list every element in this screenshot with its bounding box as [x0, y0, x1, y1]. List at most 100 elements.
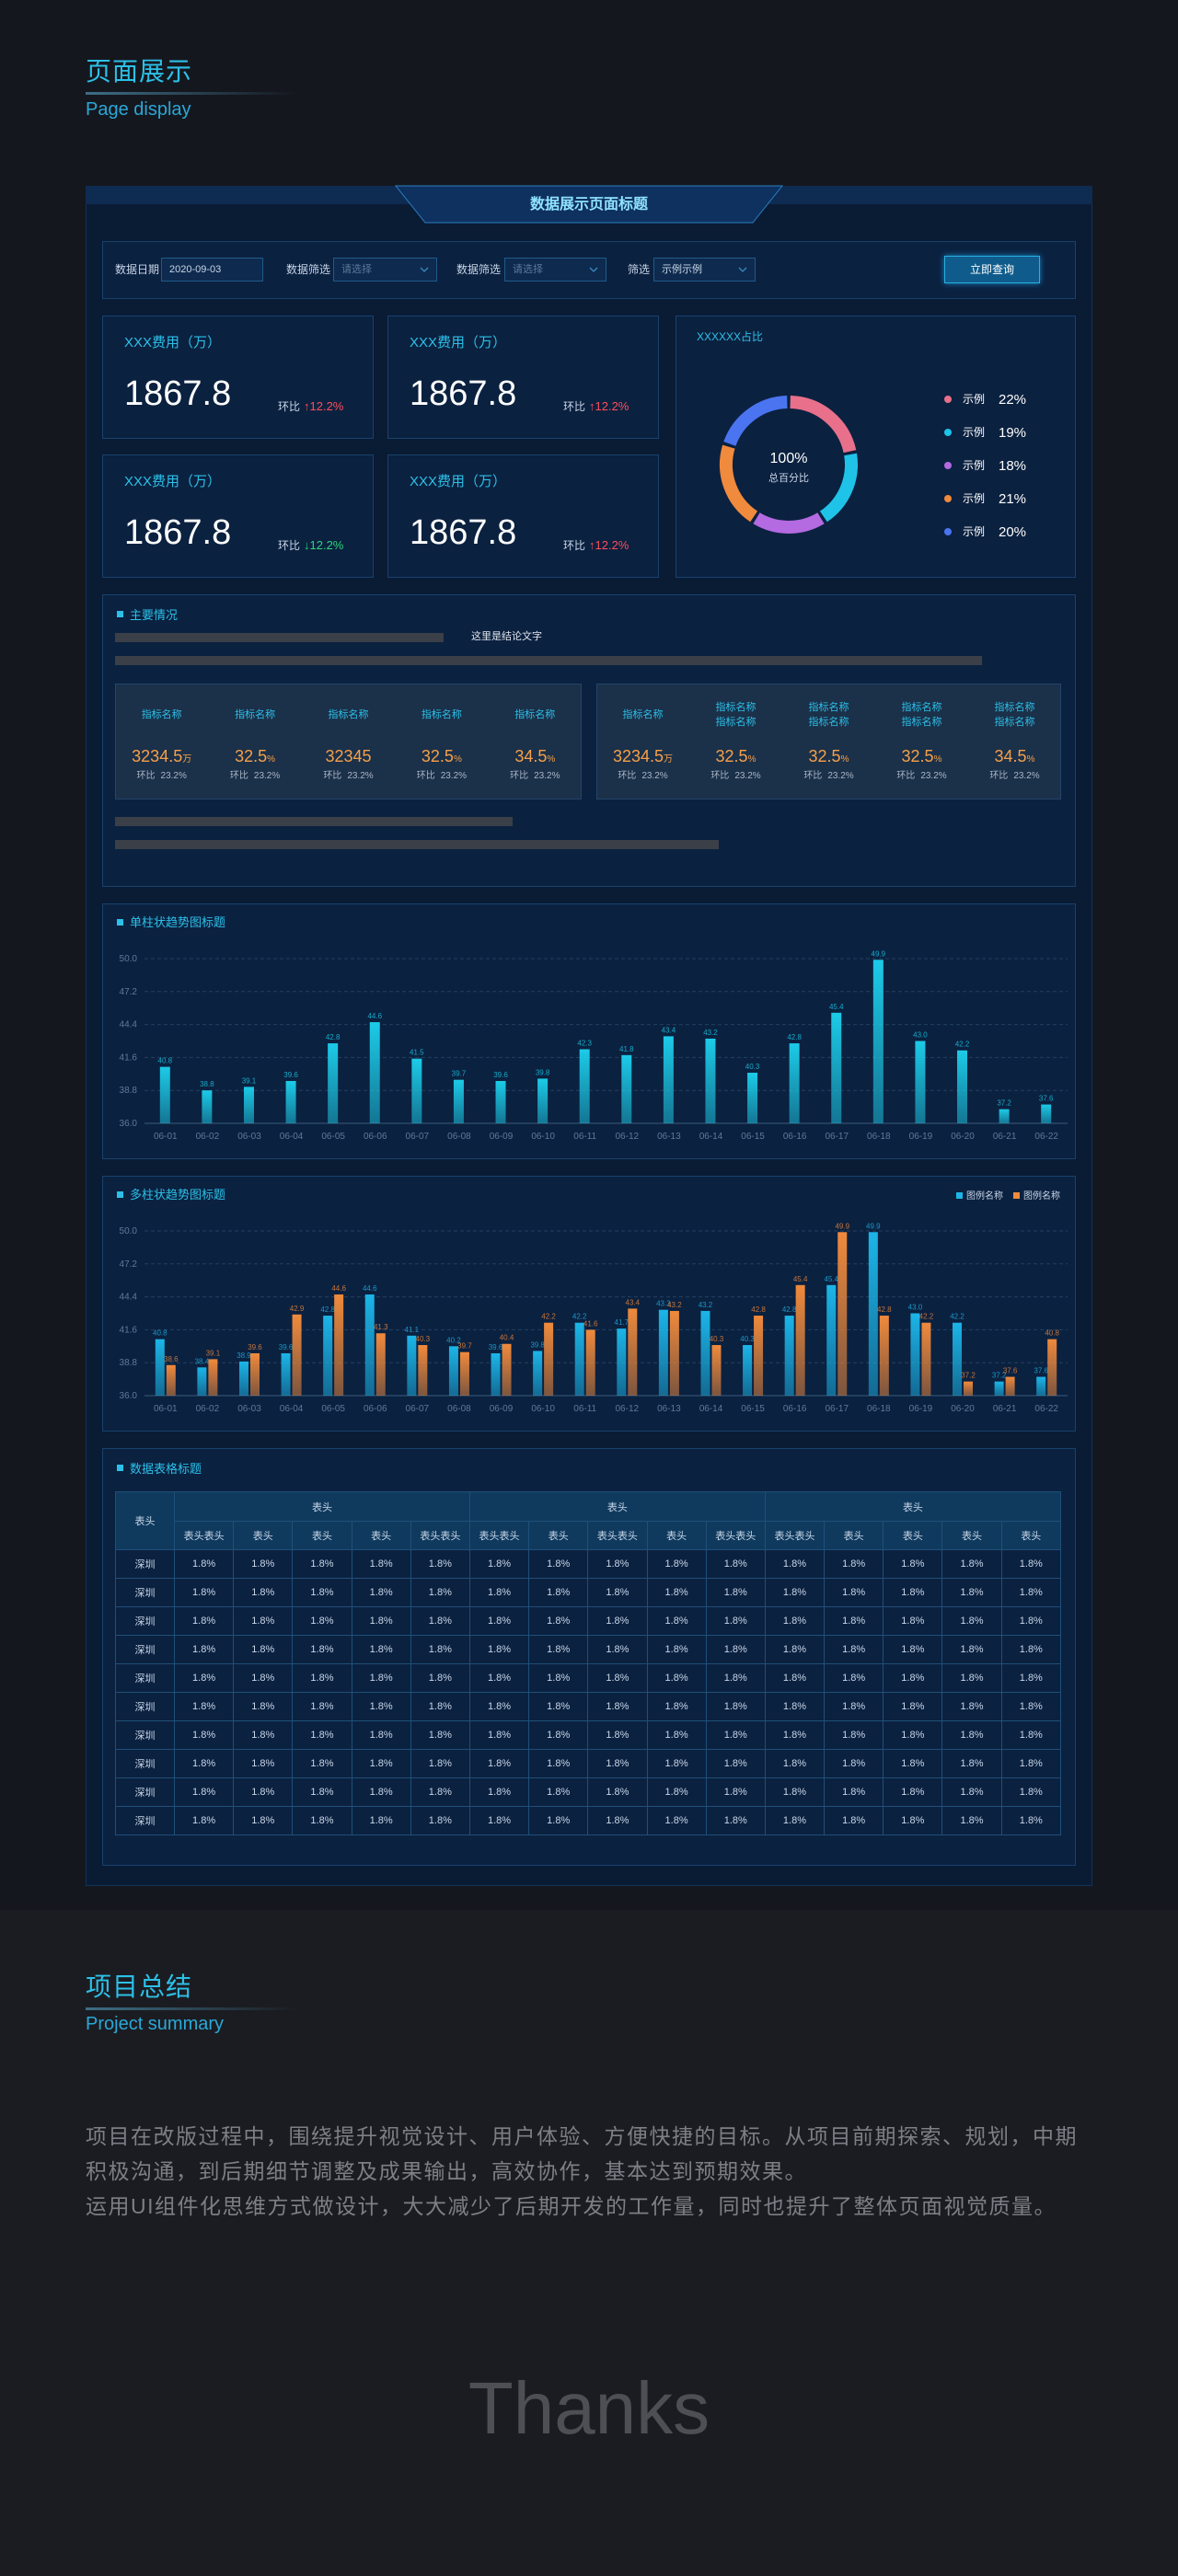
table-cell: 1.8%	[1000, 1663, 1062, 1693]
table-cell: 1.8%	[824, 1720, 884, 1750]
table-cell: 1.8%	[468, 1663, 530, 1693]
table-cell: 1.8%	[468, 1549, 530, 1579]
legend-label: 图例名称	[966, 1190, 1003, 1202]
stat-change-row: 环比 23.2%	[115, 772, 208, 781]
bar	[915, 1041, 926, 1123]
table-cell: 1.8%	[1000, 1692, 1062, 1721]
stat-change: 23.2%	[534, 771, 560, 781]
date-input[interactable]: 2020-09-03	[161, 258, 263, 282]
header-cell: 表头	[528, 1521, 589, 1550]
table-cell: 深圳	[115, 1578, 175, 1607]
legend-value: 20%	[999, 524, 1026, 540]
table-cell: 1.8%	[705, 1606, 766, 1636]
title-tab-shape	[394, 185, 784, 224]
x-tick-label: 06-05	[321, 1132, 345, 1142]
table-cell: 1.8%	[764, 1720, 826, 1750]
select-input[interactable]: 请选择	[333, 258, 437, 282]
table-cell: 1.8%	[883, 1806, 943, 1835]
table-row: 深圳 1.8% 1.8% 1.8% 1.8% 1.8% 1.8% 1.8% 1.8% 1.8% 1.…	[115, 1549, 1062, 1579]
table-cell: 1.8%	[351, 1549, 411, 1579]
table-cell: 1.8%	[646, 1549, 707, 1579]
kpi-change: ↓12.2%	[304, 538, 344, 552]
table-cell: 1.8%	[883, 1635, 943, 1664]
stat-value-row: 3234.5万	[115, 748, 208, 765]
table-cell: 1.8%	[351, 1777, 411, 1807]
x-tick-label: 06-13	[657, 1132, 681, 1142]
table-cell: 1.8%	[351, 1578, 411, 1607]
stat-value: 32.5	[421, 747, 454, 765]
table-cell: 1.8%	[941, 1692, 1002, 1721]
kpi-change: ↑12.2%	[589, 538, 629, 552]
value-label: 43.0	[913, 1031, 928, 1040]
header-cell: 表头表头	[173, 1521, 235, 1550]
chart-title: 多柱状趋势图标题	[130, 1188, 225, 1202]
stat-change: 23.2%	[160, 771, 187, 781]
legend-dot	[944, 429, 952, 436]
kpi-card	[102, 454, 374, 578]
stat-value: 34.5	[994, 747, 1027, 765]
title-marker	[117, 611, 123, 617]
table-cell: 1.8%	[646, 1749, 707, 1778]
value-label: 37.6	[1039, 1095, 1054, 1103]
table-cell: 1.8%	[883, 1777, 943, 1807]
legend-value: 18%	[999, 458, 1026, 474]
value-label: 41.7	[615, 1318, 629, 1327]
value-label: 43.0	[908, 1304, 923, 1312]
table-cell: 1.8%	[528, 1635, 589, 1664]
value-label: 37.2	[992, 1372, 1007, 1380]
table-cell: 1.8%	[1000, 1749, 1062, 1778]
x-tick-label: 06-16	[783, 1132, 807, 1142]
bar	[364, 1294, 375, 1396]
dashboard-title: 数据展示页面标题	[529, 197, 648, 213]
x-tick-label: 06-20	[951, 1404, 975, 1414]
table-cell: 1.8%	[233, 1749, 294, 1778]
chevron	[589, 267, 598, 272]
select-input[interactable]: 示例示例	[653, 258, 756, 282]
bar	[826, 1284, 837, 1396]
value-label: 41.5	[410, 1049, 424, 1057]
stat-value-row: 32345	[302, 748, 395, 765]
stat-value-row: 32.5%	[782, 748, 875, 765]
table-cell: 1.8%	[528, 1663, 589, 1693]
value-label: 39.8	[530, 1340, 545, 1349]
legend-value: 19%	[999, 425, 1026, 441]
bar	[711, 1345, 722, 1396]
table-cell: 1.8%	[941, 1663, 1002, 1693]
value-label: 39.7	[457, 1342, 472, 1351]
bar	[795, 1284, 805, 1396]
table-cell: 1.8%	[410, 1549, 470, 1579]
query-button[interactable]: 立即查询	[944, 256, 1040, 283]
table-cell: 1.8%	[410, 1777, 470, 1807]
table-cell: 1.8%	[764, 1692, 826, 1721]
x-tick-label: 06-07	[406, 1132, 430, 1142]
table-cell: 1.8%	[351, 1635, 411, 1664]
table-cell: 1.8%	[764, 1777, 826, 1807]
table-cell: 1.8%	[173, 1720, 235, 1750]
select-input[interactable]: 请选择	[504, 258, 606, 282]
stat-label: 指标名称	[715, 717, 756, 728]
header-row: 表头表头 表头 表头 表头 表头表头 表头表头 表头 表头表头 表头 表头表头 表头表头 表头 表头 表头…	[115, 1521, 1062, 1550]
bar	[533, 1351, 543, 1396]
value-label: 42.2	[955, 1041, 970, 1049]
legend-label: 示例	[963, 426, 985, 439]
value-label: 42.2	[950, 1313, 964, 1321]
stat-unit: %	[267, 754, 276, 765]
header-cell: 表头	[883, 1521, 943, 1550]
bar	[249, 1352, 260, 1396]
stat-label: 指标名称	[328, 709, 369, 720]
table-cell: 1.8%	[764, 1578, 826, 1607]
value-label: 39.8	[536, 1068, 550, 1076]
table-cell: 1.8%	[528, 1749, 589, 1778]
stat-unit: 万	[182, 754, 192, 765]
table-cell: 1.8%	[233, 1663, 294, 1693]
value-label: 42.2	[572, 1313, 587, 1321]
table-cell: 1.8%	[351, 1749, 411, 1778]
value-label: 41.1	[405, 1326, 420, 1334]
bar	[166, 1364, 176, 1396]
table-cell: 深圳	[115, 1806, 175, 1835]
value-label: 44.6	[363, 1284, 377, 1293]
value-label: 45.4	[793, 1275, 808, 1283]
value-label: 38.4	[195, 1357, 210, 1365]
stat-item: 指标名称 3234.5万 环比 23.2%	[596, 684, 689, 799]
value-label: 49.9	[866, 1222, 881, 1230]
